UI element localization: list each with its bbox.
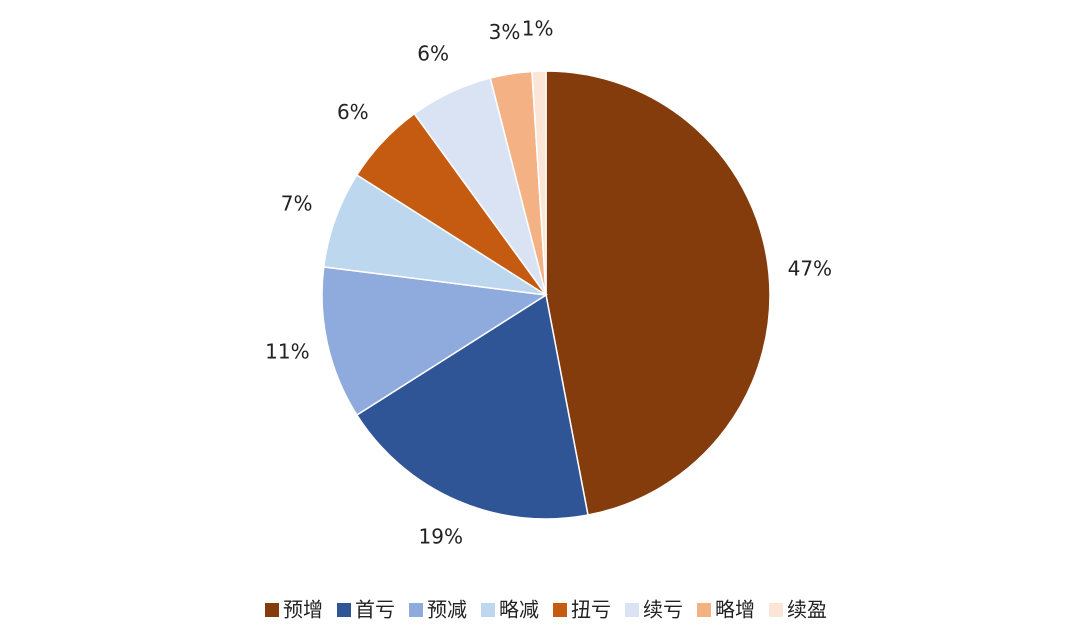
legend-label: 预减 — [427, 598, 467, 622]
pie-slice — [355, 293, 589, 520]
data-label: 6% — [417, 42, 449, 66]
legend-swatch — [337, 603, 351, 617]
legend-label: 续盈 — [787, 598, 827, 622]
data-label: 7% — [281, 192, 313, 216]
legend-label: 预增 — [283, 598, 323, 622]
legend-swatch — [769, 603, 783, 617]
legend-swatch — [265, 603, 279, 617]
legend-label: 略增 — [715, 598, 755, 622]
legend-label: 扭亏 — [571, 598, 611, 622]
legend-label: 略减 — [499, 598, 539, 622]
data-label: 1% — [522, 17, 554, 41]
legend-swatch — [697, 603, 711, 617]
data-label: 6% — [337, 100, 369, 124]
legend-label: 续亏 — [643, 598, 683, 622]
data-label: 3% — [489, 20, 521, 44]
pie-slice — [321, 266, 549, 417]
legend-swatch — [481, 603, 495, 617]
legend-label: 首亏 — [355, 598, 395, 622]
legend-swatch — [409, 603, 423, 617]
data-label: 47% — [788, 257, 832, 281]
legend-swatch — [553, 603, 567, 617]
data-label: 19% — [419, 525, 463, 549]
pie-slice — [531, 70, 547, 296]
data-label: 11% — [265, 339, 309, 363]
legend-swatch — [625, 603, 639, 617]
pie-slice — [545, 70, 771, 516]
